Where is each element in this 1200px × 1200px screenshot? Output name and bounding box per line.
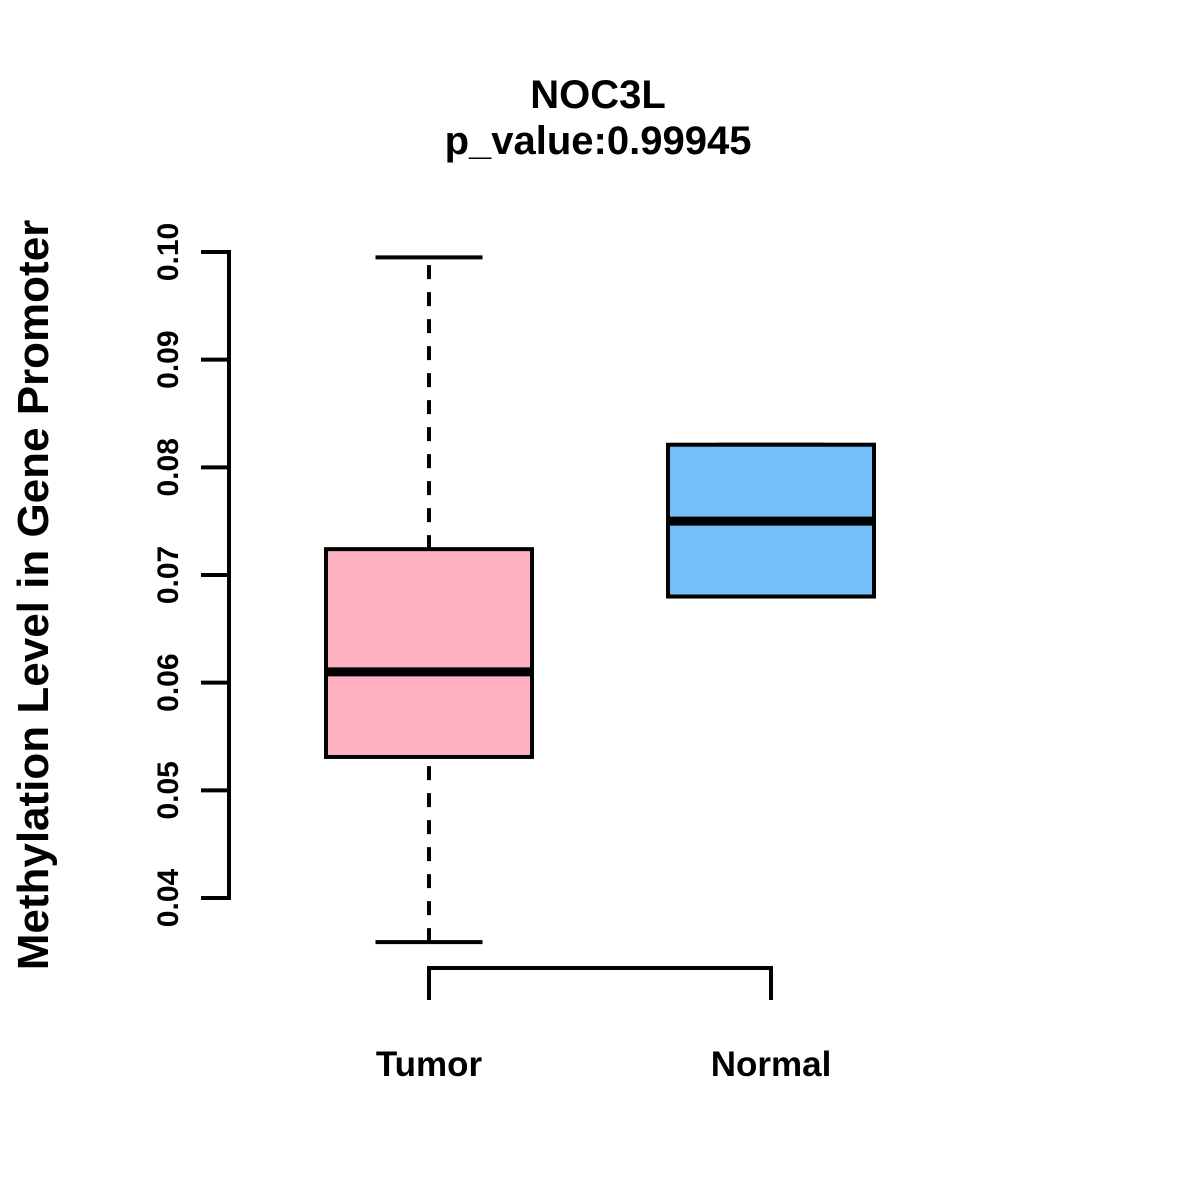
category-label-tumor: Tumor [376, 1045, 483, 1084]
x-axis-bracket [427, 966, 773, 1000]
category-label-normal: Normal [711, 1045, 832, 1084]
y-axis-tick-label: 0.07 [152, 546, 185, 604]
y-axis-title: Methylation Level in Gene Promoter [9, 220, 58, 971]
chart-title: NOC3L [530, 73, 666, 117]
y-axis-tick-label: 0.05 [152, 761, 185, 819]
y-axis-tick-label: 0.09 [152, 330, 185, 388]
y-axis-tick-label: 0.08 [152, 438, 185, 496]
chart-pvalue-subtitle: p_value:0.99945 [445, 119, 752, 163]
y-axis-tick-label: 0.06 [152, 653, 185, 711]
y-axis-tick-label: 0.04 [152, 868, 185, 927]
y-axis-tick-label: 0.10 [152, 223, 185, 281]
chart-layer: 0.04 0.05 0.06 0.07 0.08 0.09 0.10 Tumor Normal [152, 223, 876, 1084]
tumor-box [324, 547, 534, 759]
